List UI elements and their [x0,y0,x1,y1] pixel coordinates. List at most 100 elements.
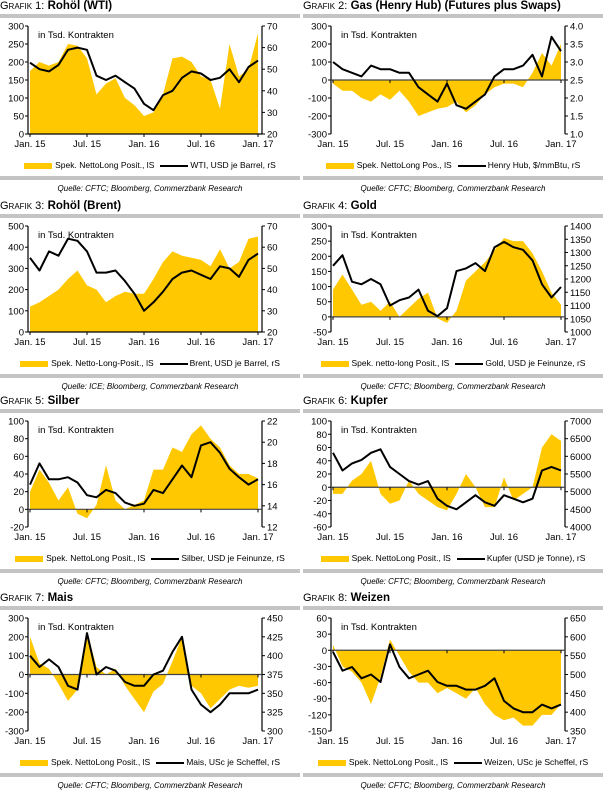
x-tick-label: Jan. 17 [242,337,273,348]
right-tick-label: 1200 [570,275,591,286]
chart-title-prefix: Grafik 6: [303,395,348,407]
right-tick-label: 6500 [570,434,591,445]
x-tick-label: Jan. 15 [14,139,45,150]
chart-legend: Spek. NettoLong Posit., lS WTI, USD je Ba… [0,158,300,172]
left-tick-label: -60 [313,523,327,534]
right-tick-label: 1100 [570,301,590,312]
chart-panel-4: Grafik 4: Gold -50 0 50 100 150 200 250 300 1000 1… [303,200,603,391]
legend-item-area: Spek. NettoLong Posit., lS [24,160,154,170]
left-tick-label: 20 [316,470,327,481]
legend-swatch-line [160,164,189,167]
x-tick-label: Jan. 15 [317,736,348,747]
series-line-price [332,35,562,110]
unit-annotation: in Tsd. Kontrakten [341,622,417,633]
chart-svg: -300 -200 -100 0 100 200 300 1.0 1.5 2.0 2.5 3.0 3.5… [308,22,583,151]
divider [0,773,300,777]
left-tick-label: 0 [322,483,327,494]
legend-label: Henry Hub, $/mmBtu, rS [487,160,581,170]
right-tick-label: 60 [267,43,278,54]
right-tick-label: 500 [570,670,586,681]
x-tick-label: Jan. 17 [545,532,576,543]
right-tick-label: 400 [570,708,586,719]
legend-swatch-area [15,555,44,562]
legend-label: Spek. netto-long Posit., lS [351,358,450,368]
x-tick-label: Jan. 17 [545,337,576,348]
series-line-price [29,237,259,312]
chart-legend: Spek. NettoLong Posit., lS Silber, USD je… [0,551,300,565]
left-tick-label: 60 [316,443,327,454]
divider [0,14,300,18]
left-tick-label: -200 [308,112,327,123]
chart-panel-1: Grafik 1: Rohöl (WTI) 0 50 100 150 200 250 300 2… [0,0,300,193]
legend-swatch-area [325,162,354,169]
divider [0,214,300,218]
left-tick-label: 0 [19,505,24,516]
chart-title-prefix: Grafik 8: [303,592,348,604]
right-tick-label: 20 [267,438,278,449]
left-tick-label: 300 [8,22,24,33]
chart-svg: -150 -120 -90 -60 -30 0 30 60 350 400 450 500 550 600… [308,614,586,748]
x-tick-label: Jul. 15 [73,532,101,543]
series-area-net-long [30,236,258,332]
chart-legend: Spek. NettoLong Posit., lS Mais, USc je S… [0,755,300,769]
chart-source: Quelle: CFTC; Bloomberg, Commerzbank Res… [360,184,546,193]
right-tick-label: 18 [267,459,278,470]
chart-title-text: Kupfer [350,395,388,407]
left-tick-label: 200 [8,285,24,296]
divider [0,374,300,378]
right-tick-label: 1300 [570,248,591,259]
right-tick-label: 1250 [570,261,591,272]
right-tick-label: 325 [267,708,283,719]
chart-svg: -50 0 50 100 150 200 250 300 1000 1050 1100 1150 120… [311,222,591,349]
legend-item-line: Kupfer (USD je Tonne), rS [456,553,585,563]
left-tick-label: 250 [311,237,327,248]
right-tick-label: 450 [267,614,283,625]
left-tick-label: 50 [13,112,24,123]
legend-item-area: Spek. NettoLong Pos., lS [325,160,452,170]
right-tick-label: 375 [267,670,283,681]
x-tick-label: Jan. 15 [14,736,45,747]
left-tick-label: 100 [8,306,24,317]
legend-label: Spek. NettoLong Posit., lS [50,757,151,767]
x-tick-label: Jan. 17 [242,736,273,747]
chart-source: Quelle: CFTC; Bloomberg, Commerzbank Res… [360,577,546,586]
x-tick-label: Jan. 16 [431,532,462,543]
legend-label: Spek. NettoLong Posit., lS [348,757,449,767]
unit-annotation: in Tsd. Kontrakten [38,425,114,436]
series-line-price [29,46,259,112]
left-tick-label: -30 [313,662,327,673]
chart-panel-8: Grafik 8: Weizen -150 -120 -90 -60 -30 0 30 60 35… [303,592,603,790]
chart-source: Quelle: CFTC; Bloomberg, Commerzbank Res… [57,577,243,586]
series-line-price [332,240,562,318]
left-tick-label: 0 [322,646,327,657]
left-tick-label: -40 [313,509,327,520]
x-tick-label: Jan. 15 [317,337,348,348]
left-tick-label: 60 [316,614,327,625]
right-tick-label: 20 [267,328,278,339]
legend-swatch-area [24,162,53,169]
left-tick-label: 250 [8,40,24,51]
right-tick-label: 550 [570,651,586,662]
chart-svg: -300 -200 -100 0 100 200 300 300 325 350 375 400 425… [5,614,283,748]
right-tick-label: 1050 [570,314,591,325]
chart-panel-2: Grafik 2: Gas (Henry Hub) (Futures plus … [303,0,603,193]
left-tick-label: 80 [13,434,24,445]
chart-panel-3: Grafik 3: Rohöl (Brent) 0 100 200 300 400 500 2… [0,200,300,391]
chart-svg: -60 -40 -20 0 20 40 60 80 100 4000 4500 5000 5500 600… [311,417,591,544]
chart-panel-7: Grafik 7: Mais -300 -200 -100 0 100 200 300 300 3… [0,592,300,790]
legend-item-line: Henry Hub, $/mmBtu, rS [457,160,581,170]
legend-item-area: Spek. NettoLong Posit., lS [320,553,451,563]
right-tick-label: 400 [267,651,283,662]
x-tick-label: Jan. 15 [14,337,45,348]
right-tick-label: 3.5 [570,40,583,51]
right-tick-label: 4000 [570,523,591,534]
right-tick-label: 12 [267,523,278,534]
chart-title: Grafik 5: Silber [0,395,300,408]
left-tick-label: 300 [8,614,24,625]
x-tick-label: Jul. 16 [187,736,215,747]
right-tick-label: 450 [570,689,586,700]
left-tick-label: 40 [13,470,24,481]
x-tick-label: Jul. 15 [376,139,404,150]
chart-panel-5: Grafik 5: Silber -20 0 20 40 60 80 100 12 14 16 18 2… [0,395,300,586]
left-tick-label: 300 [311,222,327,233]
